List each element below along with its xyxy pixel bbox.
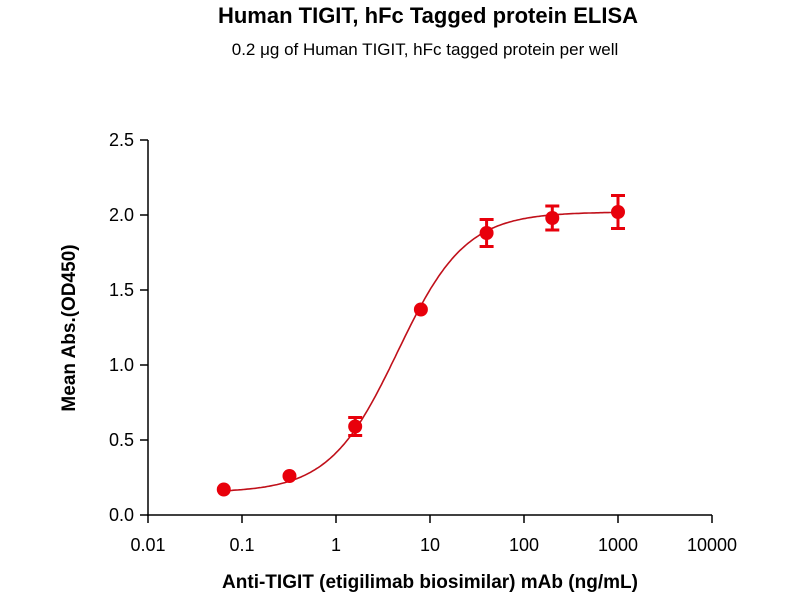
data-point xyxy=(545,204,560,232)
data-point xyxy=(611,194,625,230)
axes: 0.0 0.5 1.0 1.5 2.0 2.5 0.01 0.1 1 10 100 1000 10000 xyxy=(109,130,737,555)
data-point xyxy=(348,416,363,437)
y-tick-label: 0.0 xyxy=(109,505,134,525)
x-tick-label: 0.01 xyxy=(130,535,165,555)
chart-title: Human TIGIT, hFc Tagged protein ELISA xyxy=(218,3,638,28)
point-marker xyxy=(479,226,494,240)
y-tick-label: 2.0 xyxy=(109,205,134,225)
chart-subtitle: 0.2 μg of Human TIGIT, hFc tagged protei… xyxy=(232,40,619,59)
point-marker xyxy=(282,469,297,483)
data-point xyxy=(413,302,428,317)
point-marker xyxy=(413,302,428,317)
fit-curve xyxy=(223,211,619,492)
x-tick-label: 0.1 xyxy=(229,535,254,555)
y-tick-label: 1.5 xyxy=(109,280,134,300)
x-tick-label: 10000 xyxy=(687,535,737,555)
point-marker xyxy=(216,482,231,497)
y-tick-label: 0.5 xyxy=(109,430,134,450)
data-points xyxy=(216,194,625,497)
x-tick-label: 100 xyxy=(509,535,539,555)
data-point xyxy=(282,469,297,483)
point-marker xyxy=(545,211,560,225)
y-tick-label: 1.0 xyxy=(109,355,134,375)
point-marker xyxy=(611,205,625,219)
x-tick-label: 10 xyxy=(420,535,440,555)
point-marker xyxy=(348,419,363,434)
x-axis-label: Anti-TIGIT (etigilimab biosimilar) mAb (… xyxy=(222,572,638,593)
y-tick-label: 2.5 xyxy=(109,130,134,150)
x-tick-label: 1000 xyxy=(598,535,638,555)
y-axis-label: Mean Abs.(OD450) xyxy=(59,244,80,411)
x-tick-label: 1 xyxy=(331,535,341,555)
data-point xyxy=(479,218,494,248)
data-point xyxy=(216,482,231,497)
